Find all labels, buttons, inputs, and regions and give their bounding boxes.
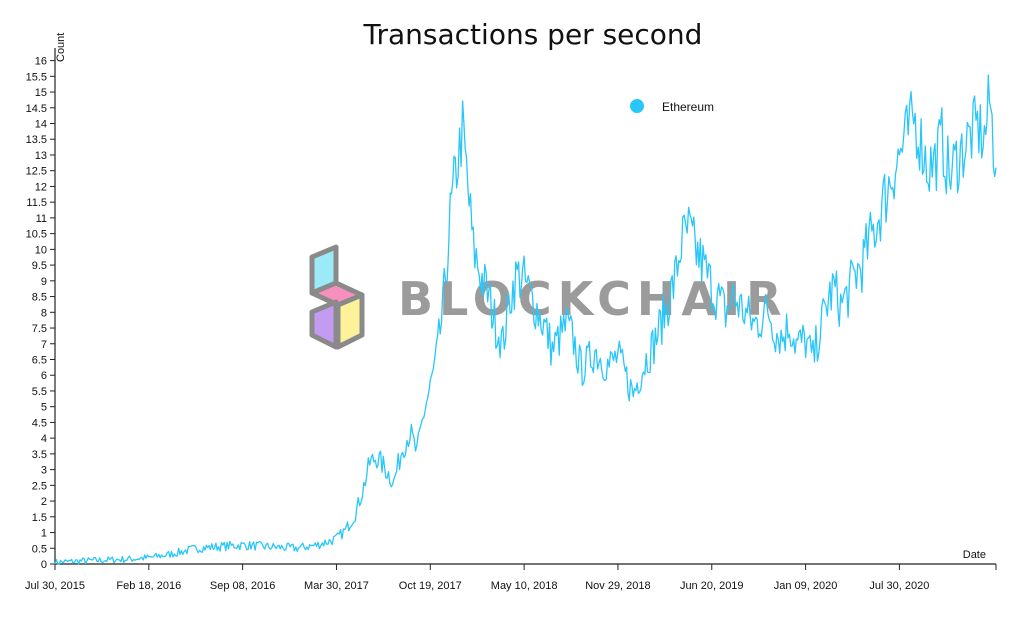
x-tick-label: Mar 30, 2017 xyxy=(304,580,369,592)
legend-swatch-ethereum[interactable] xyxy=(630,99,644,113)
y-tick-label: 7.5 xyxy=(32,323,47,335)
y-tick-label: 1.5 xyxy=(32,512,47,524)
x-tick-label: Sep 08, 2016 xyxy=(210,580,275,592)
y-tick-label: 8.5 xyxy=(32,292,47,304)
y-tick-label: 0.5 xyxy=(32,543,47,555)
y-tick-label: 16 xyxy=(35,56,47,68)
x-tick-label: May 10, 2018 xyxy=(491,580,558,592)
y-tick-label: 9 xyxy=(41,276,47,288)
y-tick-label: 14 xyxy=(35,119,47,131)
y-tick-label: 15 xyxy=(35,87,47,99)
y-tick-label: 11.5 xyxy=(26,197,47,209)
y-tick-label: 12.5 xyxy=(26,166,47,178)
y-tick-label: 3 xyxy=(41,465,47,477)
x-ticks: Jul 30, 2015 Feb 18, 2016 Sep 08, 2016 Mar … xyxy=(25,564,997,592)
y-tick-label: 7 xyxy=(41,339,47,351)
x-tick-label: Nov 29, 2018 xyxy=(585,580,650,592)
blockchair-watermark: BLOCKCHAIR xyxy=(309,244,788,350)
watermark-text: BLOCKCHAIR xyxy=(398,272,788,326)
blockchair-logo-icon xyxy=(309,244,365,350)
y-tick-label: 0 xyxy=(41,559,47,571)
y-tick-label: 3.5 xyxy=(32,449,47,461)
y-tick-label: 6.5 xyxy=(32,354,47,366)
y-tick-label: 9.5 xyxy=(32,260,47,272)
y-ticks: 00.511.522.533.544.555.566.577.588.599.5… xyxy=(26,56,55,571)
y-tick-label: 2 xyxy=(41,496,47,508)
x-axis-label: Date xyxy=(963,549,986,561)
y-tick-label: 13 xyxy=(35,150,47,162)
y-tick-label: 6 xyxy=(41,370,47,382)
x-tick-label: Jan 09, 2020 xyxy=(774,580,838,592)
legend: Ethereum xyxy=(630,99,714,114)
y-tick-label: 10 xyxy=(35,244,47,256)
y-tick-label: 10.5 xyxy=(26,229,47,241)
x-tick-label: Feb 18, 2016 xyxy=(116,580,181,592)
x-tick-label: Oct 19, 2017 xyxy=(399,580,462,592)
y-tick-label: 14.5 xyxy=(26,103,47,115)
series-line-ethereum xyxy=(54,74,997,565)
y-tick-label: 2.5 xyxy=(32,480,47,492)
x-tick-label: Jun 20, 2019 xyxy=(680,580,744,592)
y-tick-label: 12 xyxy=(35,181,47,193)
y-tick-label: 11 xyxy=(36,213,47,225)
y-tick-label: 1 xyxy=(41,528,47,540)
x-tick-label: Jul 30, 2015 xyxy=(25,580,85,592)
y-tick-label: 5.5 xyxy=(32,386,47,398)
x-tick-label: Jul 30, 2020 xyxy=(869,580,929,592)
legend-label-ethereum[interactable]: Ethereum xyxy=(662,100,714,114)
axes: 00.511.522.533.544.555.566.577.588.599.5… xyxy=(25,33,997,592)
y-axis-label: Count xyxy=(55,33,67,62)
y-tick-label: 4 xyxy=(41,433,47,445)
y-tick-label: 13.5 xyxy=(26,134,47,146)
y-tick-label: 5 xyxy=(41,402,47,414)
y-tick-label: 4.5 xyxy=(32,417,47,429)
chart-title: Transactions per second xyxy=(363,18,703,51)
y-tick-label: 15.5 xyxy=(26,71,47,83)
y-tick-label: 8 xyxy=(41,307,47,319)
